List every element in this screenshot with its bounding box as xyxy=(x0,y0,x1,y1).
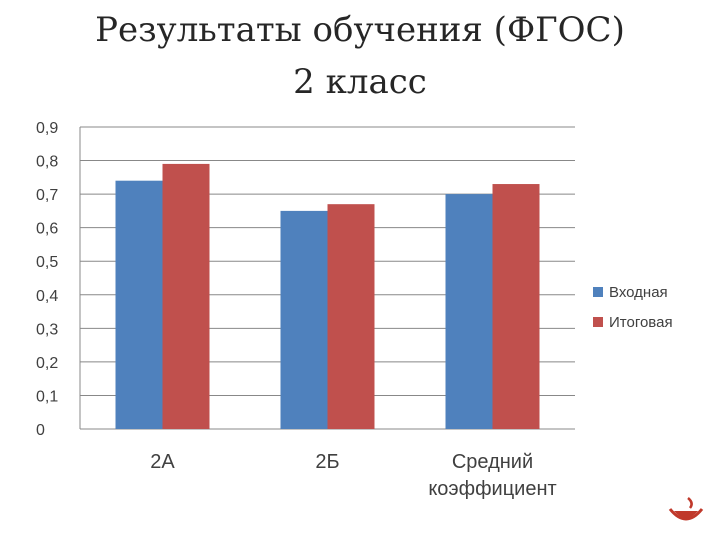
bar-final-1 xyxy=(327,204,375,429)
bar-input-2 xyxy=(445,194,493,429)
slide-title: Результаты обучения (ФГОС) xyxy=(95,10,625,50)
bowl-logo-icon xyxy=(668,497,704,521)
bars xyxy=(115,163,540,429)
y-tick-label: 0,1 xyxy=(36,388,58,405)
y-tick-label: 0,3 xyxy=(36,321,58,338)
legend: Входная Итоговая xyxy=(593,284,673,331)
x-category-label: коэффициент xyxy=(428,478,556,500)
legend-swatch xyxy=(593,287,603,297)
legend-swatch xyxy=(593,317,603,327)
bar-final-2 xyxy=(492,184,540,429)
legend-label: Итоговая xyxy=(609,314,673,331)
bar-final-0 xyxy=(162,163,210,429)
x-axis-categories: 2А 2Б Средний коэффициент xyxy=(150,451,556,500)
bar-input-1 xyxy=(280,210,328,429)
bar-input-0 xyxy=(115,180,163,429)
y-axis-ticks: 0 0,1 0,2 0,3 0,4 0,5 0,6 0,7 0,8 0,9 xyxy=(36,120,58,439)
slide-subtitle: 2 класс xyxy=(293,62,427,102)
legend-label: Входная xyxy=(609,284,668,301)
y-tick-label: 0,2 xyxy=(36,355,58,372)
x-category-label: 2А xyxy=(150,451,175,473)
y-tick-label: 0,4 xyxy=(36,288,58,305)
y-tick-label: 0 xyxy=(36,422,45,439)
y-tick-label: 0,9 xyxy=(36,120,58,137)
y-tick-label: 0,8 xyxy=(36,154,58,171)
x-category-label: 2Б xyxy=(315,451,339,473)
y-tick-label: 0,7 xyxy=(36,187,58,204)
y-tick-label: 0,6 xyxy=(36,221,58,238)
x-category-label: Средний xyxy=(452,451,533,473)
y-tick-label: 0,5 xyxy=(36,254,58,271)
